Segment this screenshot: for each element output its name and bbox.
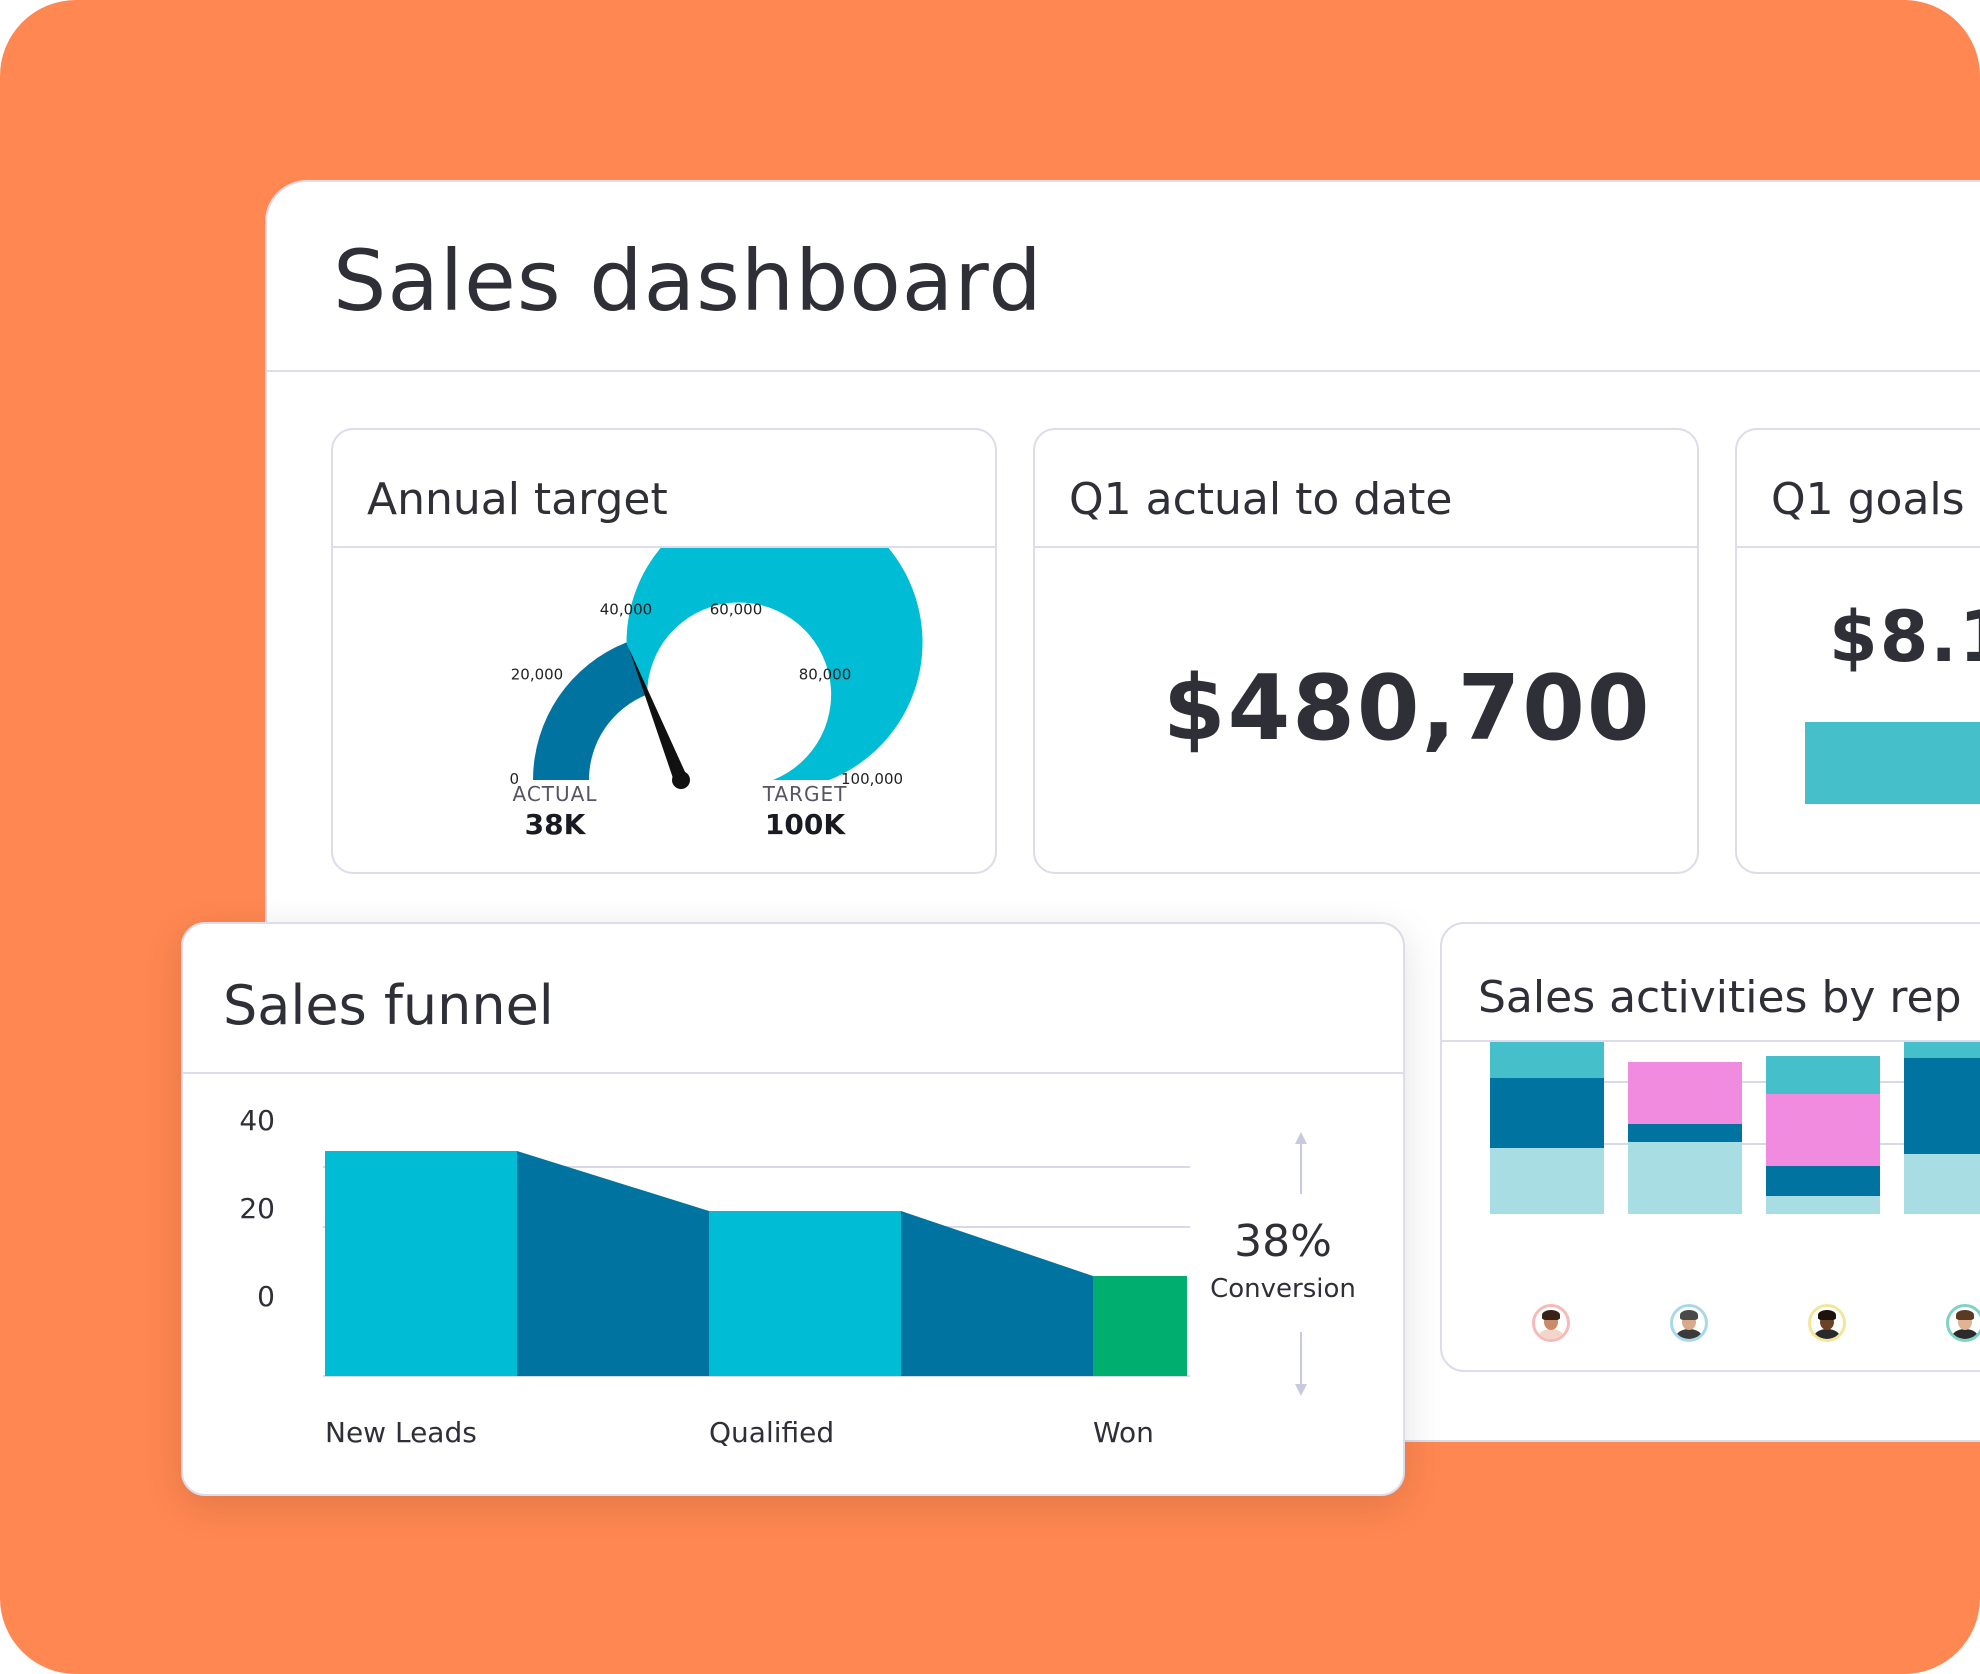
gauge-actual-arc — [533, 642, 648, 780]
gauge-tick-label: 60,000 — [710, 601, 763, 619]
funnel-stage-qualified — [709, 1211, 901, 1376]
rep-avatar-4[interactable] — [1946, 1304, 1980, 1342]
funnel-chart: 40 20 0 New Leads Qualified Won — [239, 1104, 1307, 1449]
sales-activities-card[interactable]: Sales activities by rep — [1440, 922, 1980, 1372]
sales-funnel-header: Sales funnel — [183, 924, 1403, 1074]
q1-goals-title: Q1 goals — [1771, 474, 1965, 525]
rep-avatar-3[interactable] — [1808, 1304, 1846, 1342]
gauge-needle-hub — [672, 771, 690, 789]
gauge-tick-label: 0 — [509, 770, 519, 788]
activity-bar-segment — [1490, 1148, 1604, 1214]
gauge-remaining-arc — [626, 548, 923, 780]
sales-funnel-title: Sales funnel — [223, 974, 554, 1037]
q1-goals-value: $8.12 — [1829, 596, 1980, 678]
actual-value: 38K — [524, 808, 586, 841]
activity-bar-segment — [1490, 1042, 1604, 1078]
avatar-hair — [1818, 1310, 1836, 1320]
avatar-body — [1814, 1329, 1840, 1339]
activity-bar-segment — [1904, 1058, 1980, 1154]
rep-avatar-1[interactable] — [1532, 1304, 1570, 1342]
avatar-hair — [1956, 1310, 1974, 1320]
funnel-y-tick: 20 — [239, 1192, 275, 1225]
activity-bar-segment — [1766, 1094, 1880, 1166]
gauge-tick-label: 80,000 — [799, 665, 852, 683]
funnel-y-tick: 0 — [257, 1280, 275, 1313]
q1-actual-title: Q1 actual to date — [1069, 474, 1453, 525]
annual-target-title: Annual target — [367, 474, 668, 525]
annual-target-header: Annual target — [333, 430, 995, 548]
page-title: Sales dashboard — [333, 232, 1043, 330]
conversion-arrow-down-head — [1295, 1384, 1307, 1396]
q1-actual-header: Q1 actual to date — [1035, 430, 1697, 548]
funnel-transition-1 — [517, 1151, 709, 1376]
gauge-chart: 0 20,000 40,000 60,000 80,000 100,000 — [509, 548, 923, 789]
activity-bar-segment — [1904, 1154, 1980, 1214]
conversion-percent: 38% — [1234, 1216, 1332, 1267]
sales-funnel-card[interactable]: Sales funnel 40 20 0 New Leads Qualified Won … — [181, 922, 1405, 1496]
funnel-x-label: Qualified — [709, 1416, 834, 1449]
avatar-body — [1676, 1329, 1702, 1339]
annual-target-card[interactable]: Annual target 0 20,000 40,000 60,000 80,000 1… — [331, 428, 997, 874]
q1-goals-progress-bar — [1805, 722, 1980, 804]
sales-activities-header: Sales activities by rep — [1442, 924, 1980, 1042]
funnel-stage-won — [1093, 1276, 1187, 1376]
activity-bar-segment — [1904, 1042, 1980, 1058]
activity-bar-segment — [1628, 1142, 1742, 1214]
title-divider — [267, 370, 1980, 372]
q1-actual-value: $480,700 — [1163, 656, 1652, 761]
target-value: 100K — [764, 808, 846, 841]
q1-goals-card[interactable]: Q1 goals $8.12 — [1735, 428, 1980, 874]
gauge-tick-label: 100,000 — [841, 770, 903, 788]
avatar-body — [1538, 1329, 1564, 1339]
funnel-x-label: Won — [1093, 1416, 1154, 1449]
q1-goals-header: Q1 goals — [1737, 430, 1980, 548]
activity-bar-segment — [1766, 1196, 1880, 1214]
activity-bar-segment — [1766, 1166, 1880, 1196]
avatar-body — [1952, 1329, 1978, 1339]
gauge-tick-label: 40,000 — [600, 601, 653, 619]
q1-actual-card[interactable]: Q1 actual to date $480,700 — [1033, 428, 1699, 874]
gauge-tick-label: 20,000 — [511, 665, 564, 683]
funnel-x-label: New Leads — [325, 1416, 477, 1449]
activity-bar-segment — [1766, 1056, 1880, 1094]
activity-bar-segment — [1628, 1124, 1742, 1142]
avatar-hair — [1680, 1310, 1698, 1320]
activities-chart — [1490, 1042, 1980, 1214]
conversion-arrow-up-head — [1295, 1132, 1307, 1144]
sales-activities-title: Sales activities by rep — [1478, 972, 1962, 1023]
avatar-hair — [1542, 1310, 1560, 1320]
activity-bar-segment — [1490, 1078, 1604, 1148]
funnel-y-tick: 40 — [239, 1104, 275, 1137]
funnel-stage-new-leads — [325, 1151, 517, 1376]
activity-bar-segment — [1628, 1062, 1742, 1124]
rep-avatar-2[interactable] — [1670, 1304, 1708, 1342]
target-label: TARGET — [762, 782, 848, 806]
funnel-transition-2 — [901, 1211, 1093, 1376]
conversion-label: Conversion — [1210, 1274, 1356, 1304]
gauge-needle — [628, 647, 688, 783]
actual-label: ACTUAL — [512, 782, 598, 806]
